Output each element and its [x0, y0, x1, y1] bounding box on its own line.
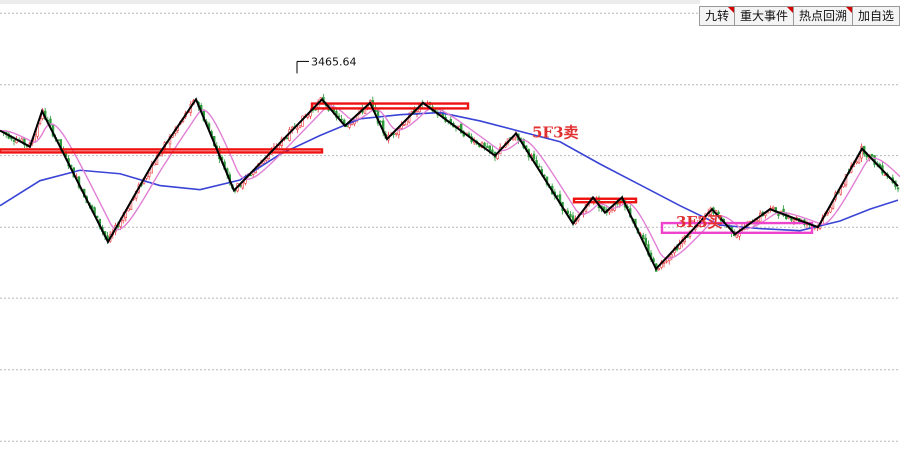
- ma-short-line: [0, 105, 900, 260]
- signal-label: 5F3卖: [532, 124, 579, 142]
- candle-body: [764, 213, 767, 217]
- ma-short: [0, 105, 900, 260]
- candle-body: [127, 208, 130, 212]
- candle-body: [777, 214, 780, 216]
- candle-body: [23, 138, 26, 146]
- major-events-button[interactable]: 重大事件: [733, 6, 794, 26]
- candle-body: [896, 187, 900, 190]
- candle-body: [662, 262, 666, 264]
- signal-label: 3F3买: [676, 213, 723, 231]
- candle-body: [262, 160, 265, 164]
- pivot-box: [572, 197, 638, 204]
- add-watchlist-label: 加自选: [857, 9, 894, 23]
- candle-body: [665, 260, 668, 263]
- candle-body: [756, 220, 759, 222]
- candle-body: [610, 208, 614, 211]
- candle-body: [459, 123, 463, 134]
- candle-body: [298, 125, 302, 128]
- candle-body: [402, 124, 406, 126]
- candle-body: [792, 219, 796, 222]
- candle-body: [348, 123, 351, 128]
- candle-body: [394, 132, 398, 135]
- jiuzhuan-label: 九转: [704, 9, 729, 23]
- candle-body: [12, 140, 16, 142]
- candle-body: [457, 125, 460, 128]
- zigzag-strokes: [0, 97, 899, 271]
- candle-body: [657, 268, 661, 271]
- candle-body: [602, 206, 606, 211]
- candle-body: [296, 127, 299, 131]
- gridlines: [0, 12, 900, 442]
- candle-body: [735, 234, 739, 238]
- candle-body: [857, 156, 861, 164]
- candle-body: [717, 211, 720, 215]
- flag-corner-icon: [786, 7, 793, 13]
- pivot-box: [310, 102, 470, 110]
- hotspot-review-label: 热点回溯: [798, 9, 847, 23]
- candle-body: [532, 153, 536, 160]
- candle-body: [345, 125, 348, 128]
- candle-body: [608, 210, 611, 213]
- major-events-label: 重大事件: [739, 9, 788, 23]
- candle-body: [488, 145, 491, 151]
- candle-body: [483, 142, 486, 147]
- candle-body: [870, 154, 874, 157]
- candle-body: [49, 118, 52, 126]
- candle-body: [641, 234, 645, 240]
- chart-toolbar: 九转 重大事件 热点回溯 加自选: [698, 6, 900, 26]
- add-watchlist-button[interactable]: 加自选: [851, 6, 900, 26]
- candlesticks: [0, 93, 900, 272]
- candle-body: [883, 174, 887, 176]
- hotspot-review-button[interactable]: 热点回溯: [792, 6, 853, 26]
- high-price-label: 3465.64: [311, 55, 357, 68]
- candle-body: [285, 137, 289, 140]
- flag-corner-icon: [727, 7, 734, 13]
- candle-body: [511, 137, 515, 141]
- zigzag-line: [0, 97, 899, 271]
- flag-corner-icon: [845, 7, 852, 13]
- candle-body: [537, 165, 541, 168]
- candle-body: [148, 172, 151, 177]
- candle-body: [405, 120, 408, 126]
- candle-body: [569, 213, 572, 218]
- candle-body: [485, 146, 489, 148]
- jiuzhuan-button[interactable]: 九转: [698, 6, 735, 26]
- candle-body: [829, 207, 832, 213]
- window-top-strip: [0, 0, 700, 4]
- candle-body: [670, 254, 674, 258]
- candle-body: [771, 206, 775, 209]
- candle-body: [491, 149, 494, 153]
- annotations: 3465.64 5F3卖 3F3买: [296, 55, 723, 231]
